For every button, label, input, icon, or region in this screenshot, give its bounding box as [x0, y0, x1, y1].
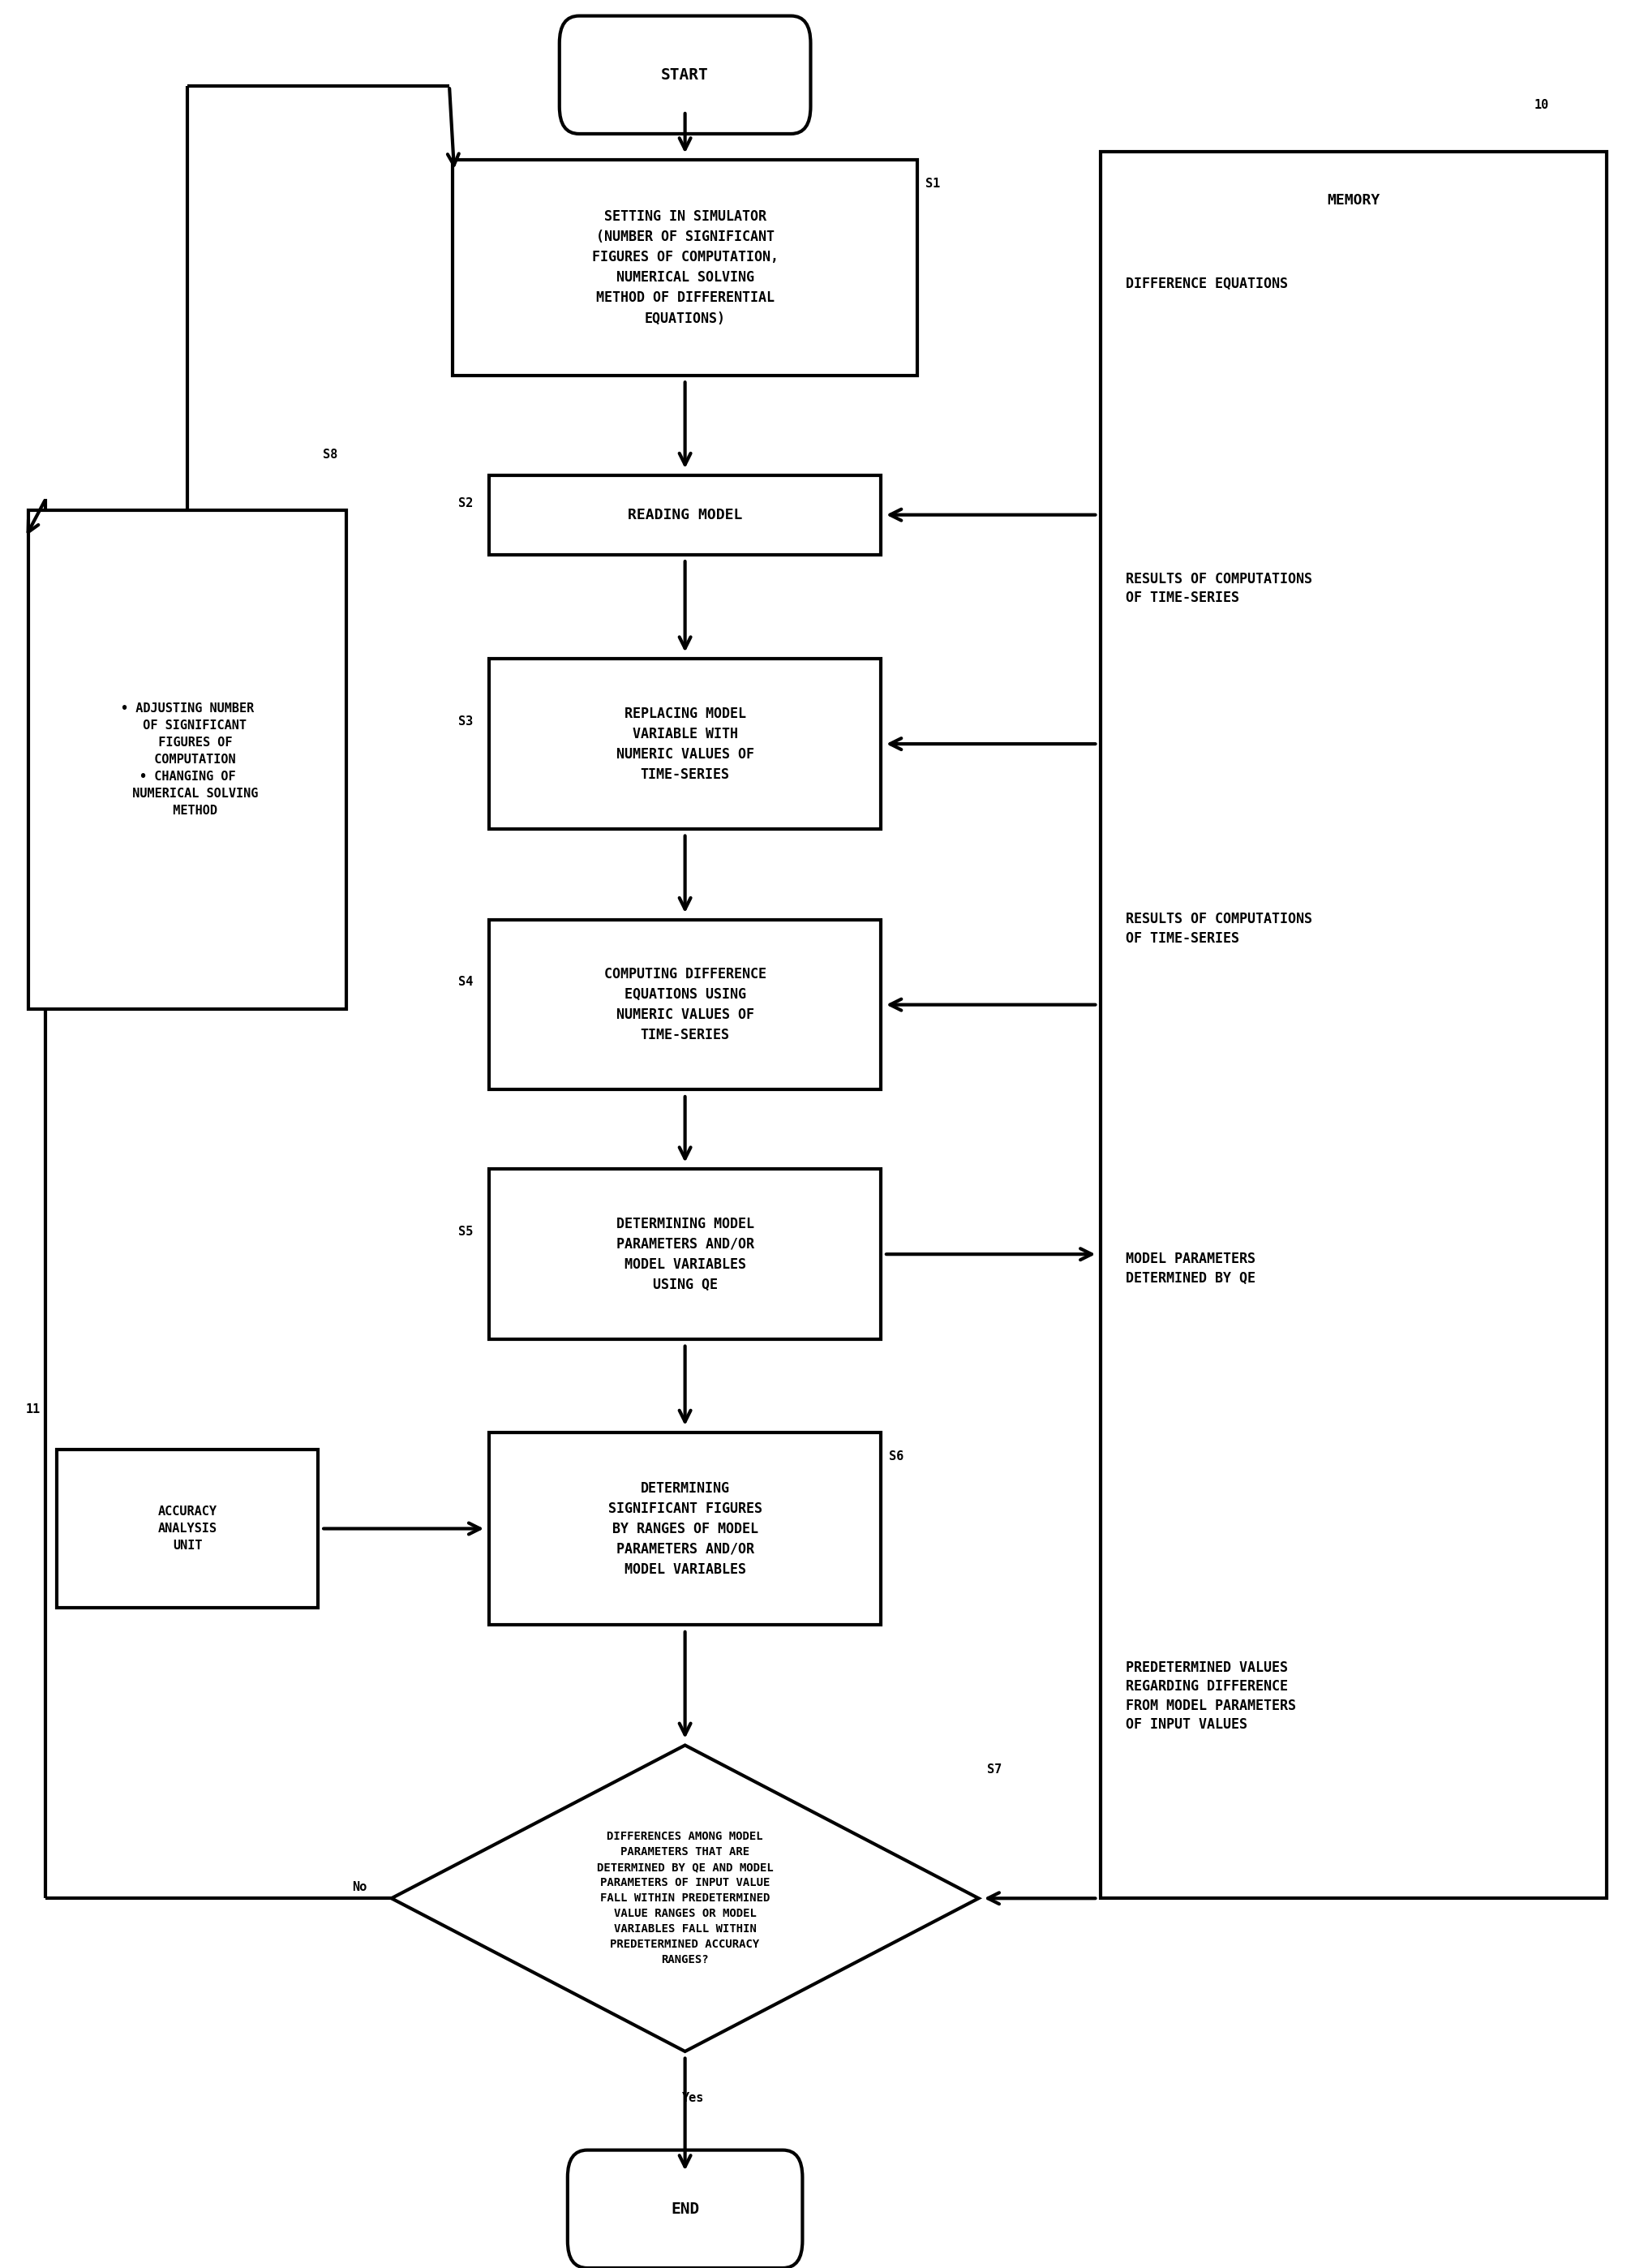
- Text: 11: 11: [26, 1404, 41, 1415]
- Bar: [29, 510, 347, 1009]
- Bar: [489, 658, 881, 828]
- Text: S7: S7: [987, 1765, 1001, 1776]
- Polygon shape: [391, 1746, 979, 2050]
- Text: DIFFERENCE EQUATIONS: DIFFERENCE EQUATIONS: [1125, 277, 1287, 290]
- Text: ACCURACY
ANALYSIS
UNIT: ACCURACY ANALYSIS UNIT: [158, 1506, 217, 1551]
- Text: • ADJUSTING NUMBER
  OF SIGNIFICANT
  FIGURES OF
  COMPUTATION
• CHANGING OF
  N: • ADJUSTING NUMBER OF SIGNIFICANT FIGURE…: [117, 703, 258, 816]
- Text: S1: S1: [926, 179, 941, 191]
- Bar: [489, 1433, 881, 1624]
- FancyBboxPatch shape: [559, 16, 811, 134]
- Text: No: No: [352, 1880, 367, 1894]
- Text: START: START: [661, 68, 709, 82]
- Text: DETERMINING
SIGNIFICANT FIGURES
BY RANGES OF MODEL
PARAMETERS AND/OR
MODEL VARIA: DETERMINING SIGNIFICANT FIGURES BY RANGE…: [608, 1481, 762, 1576]
- Text: S2: S2: [458, 497, 473, 510]
- Text: READING MODEL: READING MODEL: [628, 508, 742, 522]
- Text: REPLACING MODEL
VARIABLE WITH
NUMERIC VALUES OF
TIME-SERIES: REPLACING MODEL VARIABLE WITH NUMERIC VA…: [617, 705, 754, 782]
- Text: SETTING IN SIMULATOR
(NUMBER OF SIGNIFICANT
FIGURES OF COMPUTATION,
NUMERICAL SO: SETTING IN SIMULATOR (NUMBER OF SIGNIFIC…: [592, 209, 778, 327]
- Text: DIFFERENCES AMONG MODEL
PARAMETERS THAT ARE
DETERMINED BY QE AND MODEL
PARAMETER: DIFFERENCES AMONG MODEL PARAMETERS THAT …: [597, 1830, 773, 1966]
- Text: S6: S6: [889, 1452, 904, 1463]
- Text: S4: S4: [458, 975, 473, 989]
- Text: PREDETERMINED VALUES
REGARDING DIFFERENCE
FROM MODEL PARAMETERS
OF INPUT VALUES: PREDETERMINED VALUES REGARDING DIFFERENC…: [1125, 1660, 1295, 1733]
- Text: Yes: Yes: [682, 2091, 705, 2105]
- Bar: [489, 1170, 881, 1338]
- Text: DETERMINING MODEL
PARAMETERS AND/OR
MODEL VARIABLES
USING QE: DETERMINING MODEL PARAMETERS AND/OR MODE…: [617, 1216, 754, 1293]
- Text: S8: S8: [323, 449, 338, 460]
- Text: RESULTS OF COMPUTATIONS
OF TIME-SERIES: RESULTS OF COMPUTATIONS OF TIME-SERIES: [1125, 572, 1311, 606]
- Text: RESULTS OF COMPUTATIONS
OF TIME-SERIES: RESULTS OF COMPUTATIONS OF TIME-SERIES: [1125, 912, 1311, 946]
- Text: MODEL PARAMETERS
DETERMINED BY QE: MODEL PARAMETERS DETERMINED BY QE: [1125, 1252, 1256, 1286]
- Bar: [57, 1449, 318, 1608]
- Bar: [489, 921, 881, 1089]
- FancyBboxPatch shape: [568, 2150, 802, 2268]
- Text: S5: S5: [458, 1225, 473, 1238]
- Bar: [1101, 152, 1607, 1898]
- Text: S3: S3: [458, 714, 473, 728]
- Text: 10: 10: [1533, 100, 1549, 111]
- Text: MEMORY: MEMORY: [1328, 193, 1380, 206]
- Bar: [489, 474, 881, 553]
- Bar: [452, 159, 917, 374]
- Text: COMPUTING DIFFERENCE
EQUATIONS USING
NUMERIC VALUES OF
TIME-SERIES: COMPUTING DIFFERENCE EQUATIONS USING NUM…: [603, 966, 767, 1043]
- Text: END: END: [670, 2202, 700, 2216]
